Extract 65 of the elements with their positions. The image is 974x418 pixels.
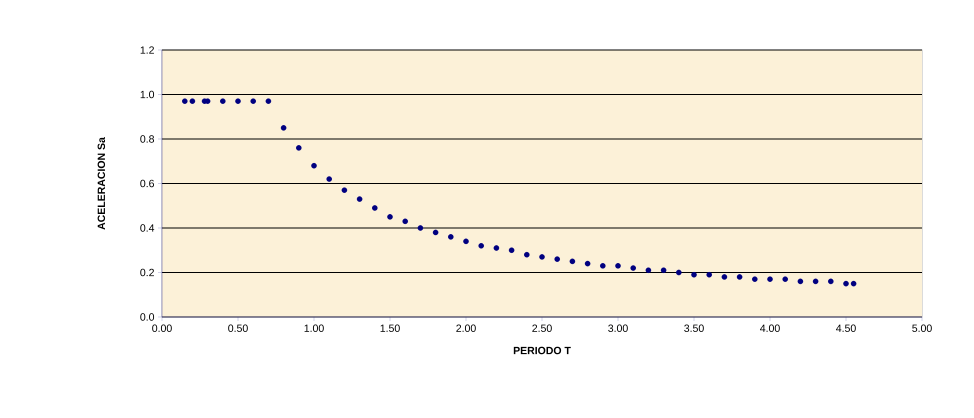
point (494, 245, 500, 251)
point (850, 280, 856, 286)
point (356, 196, 362, 202)
x-tick-label: 4.50 (836, 324, 856, 332)
point (539, 254, 545, 260)
y-tick-label: 0.6 (140, 180, 154, 188)
point (524, 252, 530, 258)
x-tick-label: 4.00 (760, 324, 780, 332)
point (190, 98, 196, 104)
y-axis-title: ACELERACION Sa (98, 137, 106, 230)
x-tick-label: 1.00 (304, 324, 324, 332)
point (250, 98, 256, 104)
point (615, 263, 621, 269)
point (220, 98, 226, 104)
point (646, 267, 652, 274)
y-tick-label: 1.0 (140, 90, 154, 98)
point (828, 278, 834, 284)
point (600, 263, 606, 269)
x-tick-label: 0.50 (228, 324, 248, 332)
point (782, 276, 788, 282)
y-tick-label: 0.0 (140, 313, 154, 321)
point (584, 260, 590, 266)
point (432, 230, 438, 236)
x-tick-label: 3.00 (608, 324, 628, 332)
point (402, 218, 408, 224)
x-tick-label: 0.00 (152, 324, 172, 332)
x-tick-label: 1.50 (380, 324, 400, 332)
point (508, 247, 514, 254)
point (722, 274, 728, 280)
point (812, 278, 818, 284)
point (418, 225, 424, 231)
point (372, 205, 378, 211)
point (326, 176, 332, 182)
point (752, 276, 758, 282)
point (235, 98, 241, 104)
point (843, 280, 849, 286)
point (736, 274, 742, 280)
point (266, 98, 272, 104)
y-tick-label: 0.4 (140, 224, 154, 232)
point (767, 276, 773, 282)
x-tick-label: 5.00 (912, 324, 932, 332)
point (798, 278, 804, 284)
point (342, 187, 348, 193)
point (448, 234, 454, 240)
point (660, 267, 666, 274)
y-tick-label: 0.8 (140, 135, 154, 143)
x-tick-label: 2.00 (456, 324, 476, 332)
point (296, 145, 302, 151)
point (478, 243, 484, 249)
point (280, 125, 286, 131)
point (182, 98, 188, 104)
y-tick-label: 0.2 (140, 268, 154, 276)
point (676, 270, 682, 276)
point (554, 256, 560, 262)
point (570, 258, 576, 264)
x-tick-label: 3.50 (684, 324, 704, 332)
point (630, 265, 636, 271)
x-axis-title: PERIODO T (514, 346, 571, 354)
point (706, 272, 712, 278)
point (387, 214, 393, 220)
point (691, 272, 697, 278)
x-tick-label: 2.50 (532, 324, 552, 332)
y-tick-label: 1.2 (140, 46, 154, 54)
point (311, 162, 317, 168)
point (463, 238, 469, 244)
